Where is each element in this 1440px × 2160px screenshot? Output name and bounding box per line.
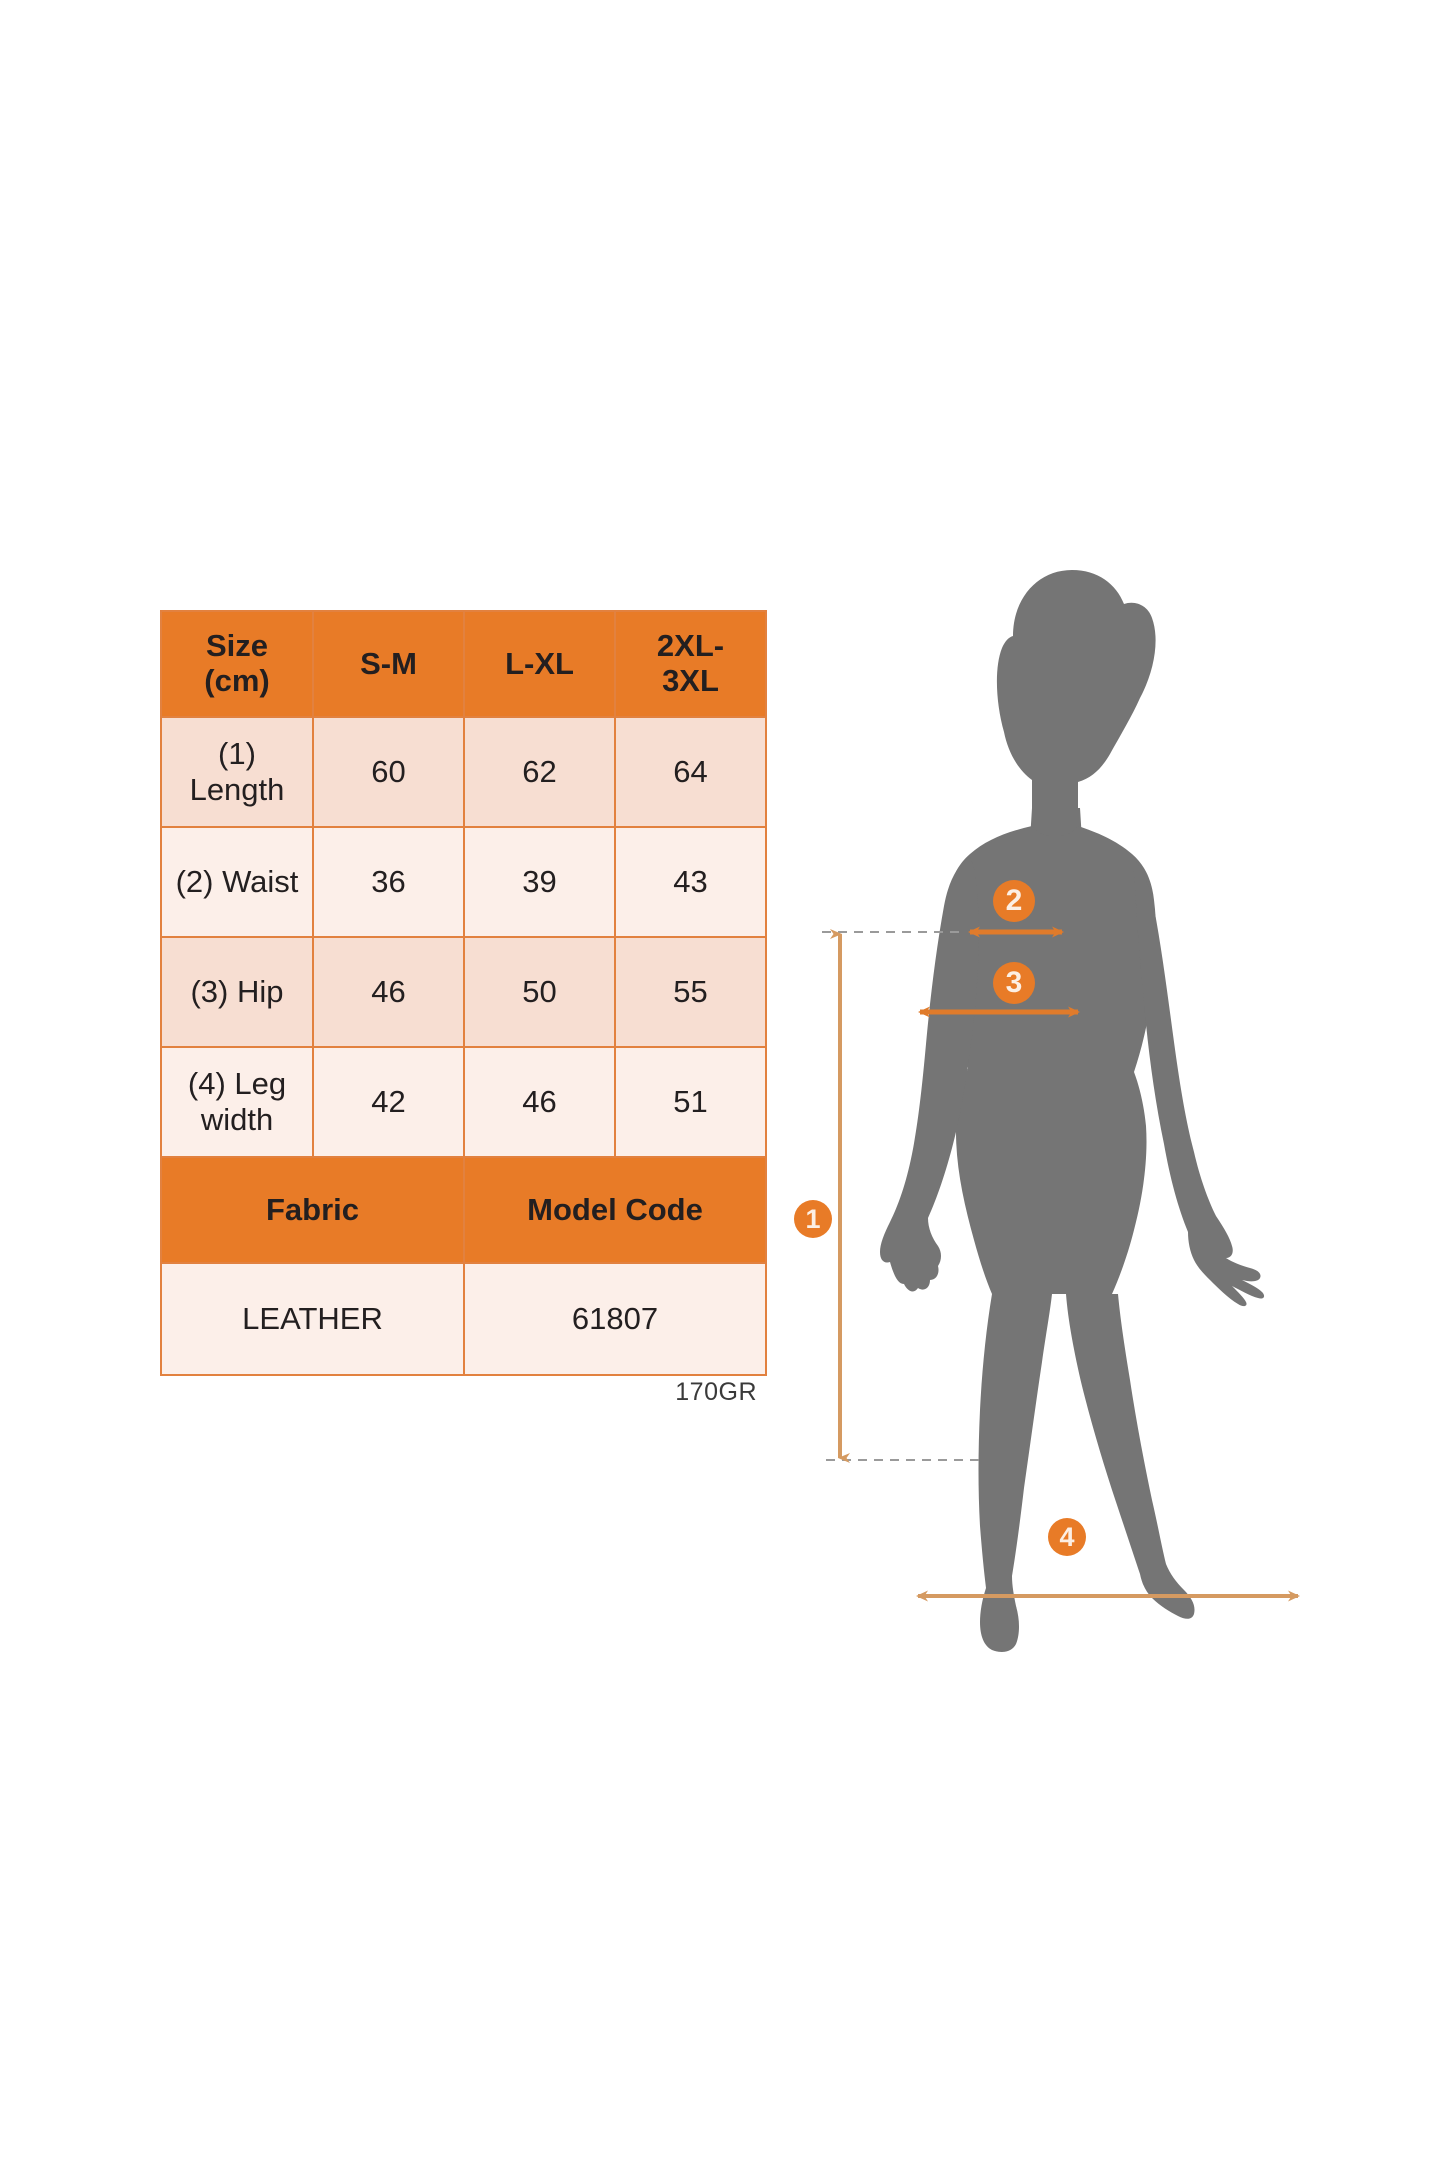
- cell-hip-lxl: 50: [463, 936, 616, 1048]
- row-label-length-line2: Length: [189, 772, 285, 807]
- header-size-line2: (cm): [204, 663, 270, 698]
- marker-badge-1: 1: [794, 1200, 832, 1238]
- marker-badge-3: 3: [993, 962, 1035, 1004]
- cell-length-lxl: 62: [463, 716, 616, 828]
- size-chart-table: Size (cm) S-M L-XL 2XL- 3XL (1) Length 6…: [160, 610, 767, 1376]
- cell-waist-2xl3xl: 43: [614, 826, 767, 938]
- row-label-length: (1) Length: [160, 716, 314, 828]
- header-model-code: Model Code: [463, 1156, 767, 1264]
- marker-badge-4: 4: [1048, 1518, 1086, 1556]
- cell-waist-sm: 36: [312, 826, 465, 938]
- cell-waist-lxl: 39: [463, 826, 616, 938]
- row-label-waist: (2) Waist: [160, 826, 314, 938]
- cell-fabric-value: LEATHER: [160, 1262, 465, 1376]
- measurement-figure: 1 2 3 4: [780, 540, 1340, 1660]
- table-row-fabric-header: Fabric Model Code: [160, 1156, 767, 1264]
- marker-badge-2: 2: [993, 880, 1035, 922]
- table-row-waist: (2) Waist 36 39 43: [160, 826, 767, 938]
- row-label-hip: (3) Hip: [160, 936, 314, 1048]
- fabric-weight-note: 170GR: [675, 1378, 757, 1406]
- cell-leg-width-lxl: 46: [463, 1046, 616, 1158]
- table-row-leg-width: (4) Leg width 42 46 51: [160, 1046, 767, 1158]
- cell-hip-sm: 46: [312, 936, 465, 1048]
- header-col-2xl3xl: 2XL- 3XL: [614, 610, 767, 718]
- header-col-sm: S-M: [312, 610, 465, 718]
- row-label-length-line1: (1): [218, 736, 256, 772]
- header-col-lxl: L-XL: [463, 610, 616, 718]
- cell-leg-width-sm: 42: [312, 1046, 465, 1158]
- header-size-line1: Size: [205, 628, 269, 664]
- header-size-cm: Size (cm): [160, 610, 314, 718]
- header-col-2xl3xl-line2: 3XL: [662, 663, 719, 698]
- row-label-leg-width-line1: (4) Leg: [187, 1066, 287, 1102]
- cell-length-2xl3xl: 64: [614, 716, 767, 828]
- cell-leg-width-2xl3xl: 51: [614, 1046, 767, 1158]
- table-row-hip: (3) Hip 46 50 55: [160, 936, 767, 1048]
- table-row-length: (1) Length 60 62 64: [160, 716, 767, 828]
- table-row-fabric-values: LEATHER 61807: [160, 1262, 767, 1376]
- cell-hip-2xl3xl: 55: [614, 936, 767, 1048]
- cell-model-code-value: 61807: [463, 1262, 767, 1376]
- row-label-leg-width: (4) Leg width: [160, 1046, 314, 1158]
- row-label-leg-width-line2: width: [200, 1102, 274, 1137]
- cell-length-sm: 60: [312, 716, 465, 828]
- female-silhouette-icon: [880, 570, 1265, 1652]
- header-col-2xl3xl-line1: 2XL-: [656, 628, 725, 664]
- header-fabric: Fabric: [160, 1156, 465, 1264]
- figure-illustration: [822, 570, 1300, 1652]
- table-header-row: Size (cm) S-M L-XL 2XL- 3XL: [160, 610, 767, 718]
